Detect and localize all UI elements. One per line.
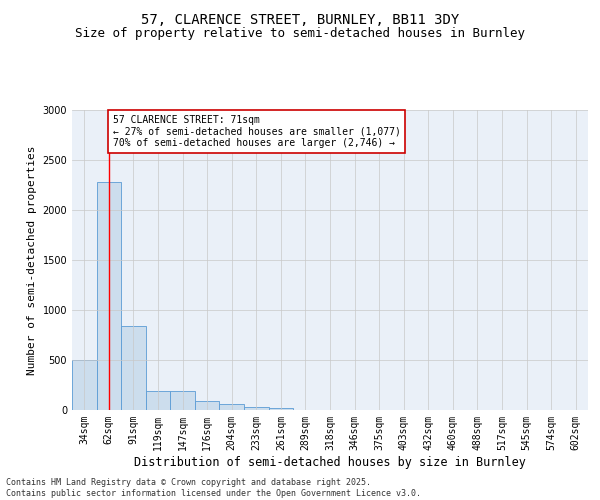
Bar [195,400,220,410]
Bar [97,182,121,410]
Bar [220,404,244,410]
Bar [170,390,195,410]
Bar [72,360,97,410]
Bar [146,390,170,410]
Text: Size of property relative to semi-detached houses in Burnley: Size of property relative to semi-detach… [75,28,525,40]
Text: Contains HM Land Registry data © Crown copyright and database right 2025.
Contai: Contains HM Land Registry data © Crown c… [6,478,421,498]
Bar [269,408,293,410]
Y-axis label: Number of semi-detached properties: Number of semi-detached properties [27,145,37,375]
Bar [121,326,146,410]
Text: 57, CLARENCE STREET, BURNLEY, BB11 3DY: 57, CLARENCE STREET, BURNLEY, BB11 3DY [141,12,459,26]
Text: 57 CLARENCE STREET: 71sqm
← 27% of semi-detached houses are smaller (1,077)
70% : 57 CLARENCE STREET: 71sqm ← 27% of semi-… [113,115,400,148]
X-axis label: Distribution of semi-detached houses by size in Burnley: Distribution of semi-detached houses by … [134,456,526,468]
Bar [244,406,269,410]
